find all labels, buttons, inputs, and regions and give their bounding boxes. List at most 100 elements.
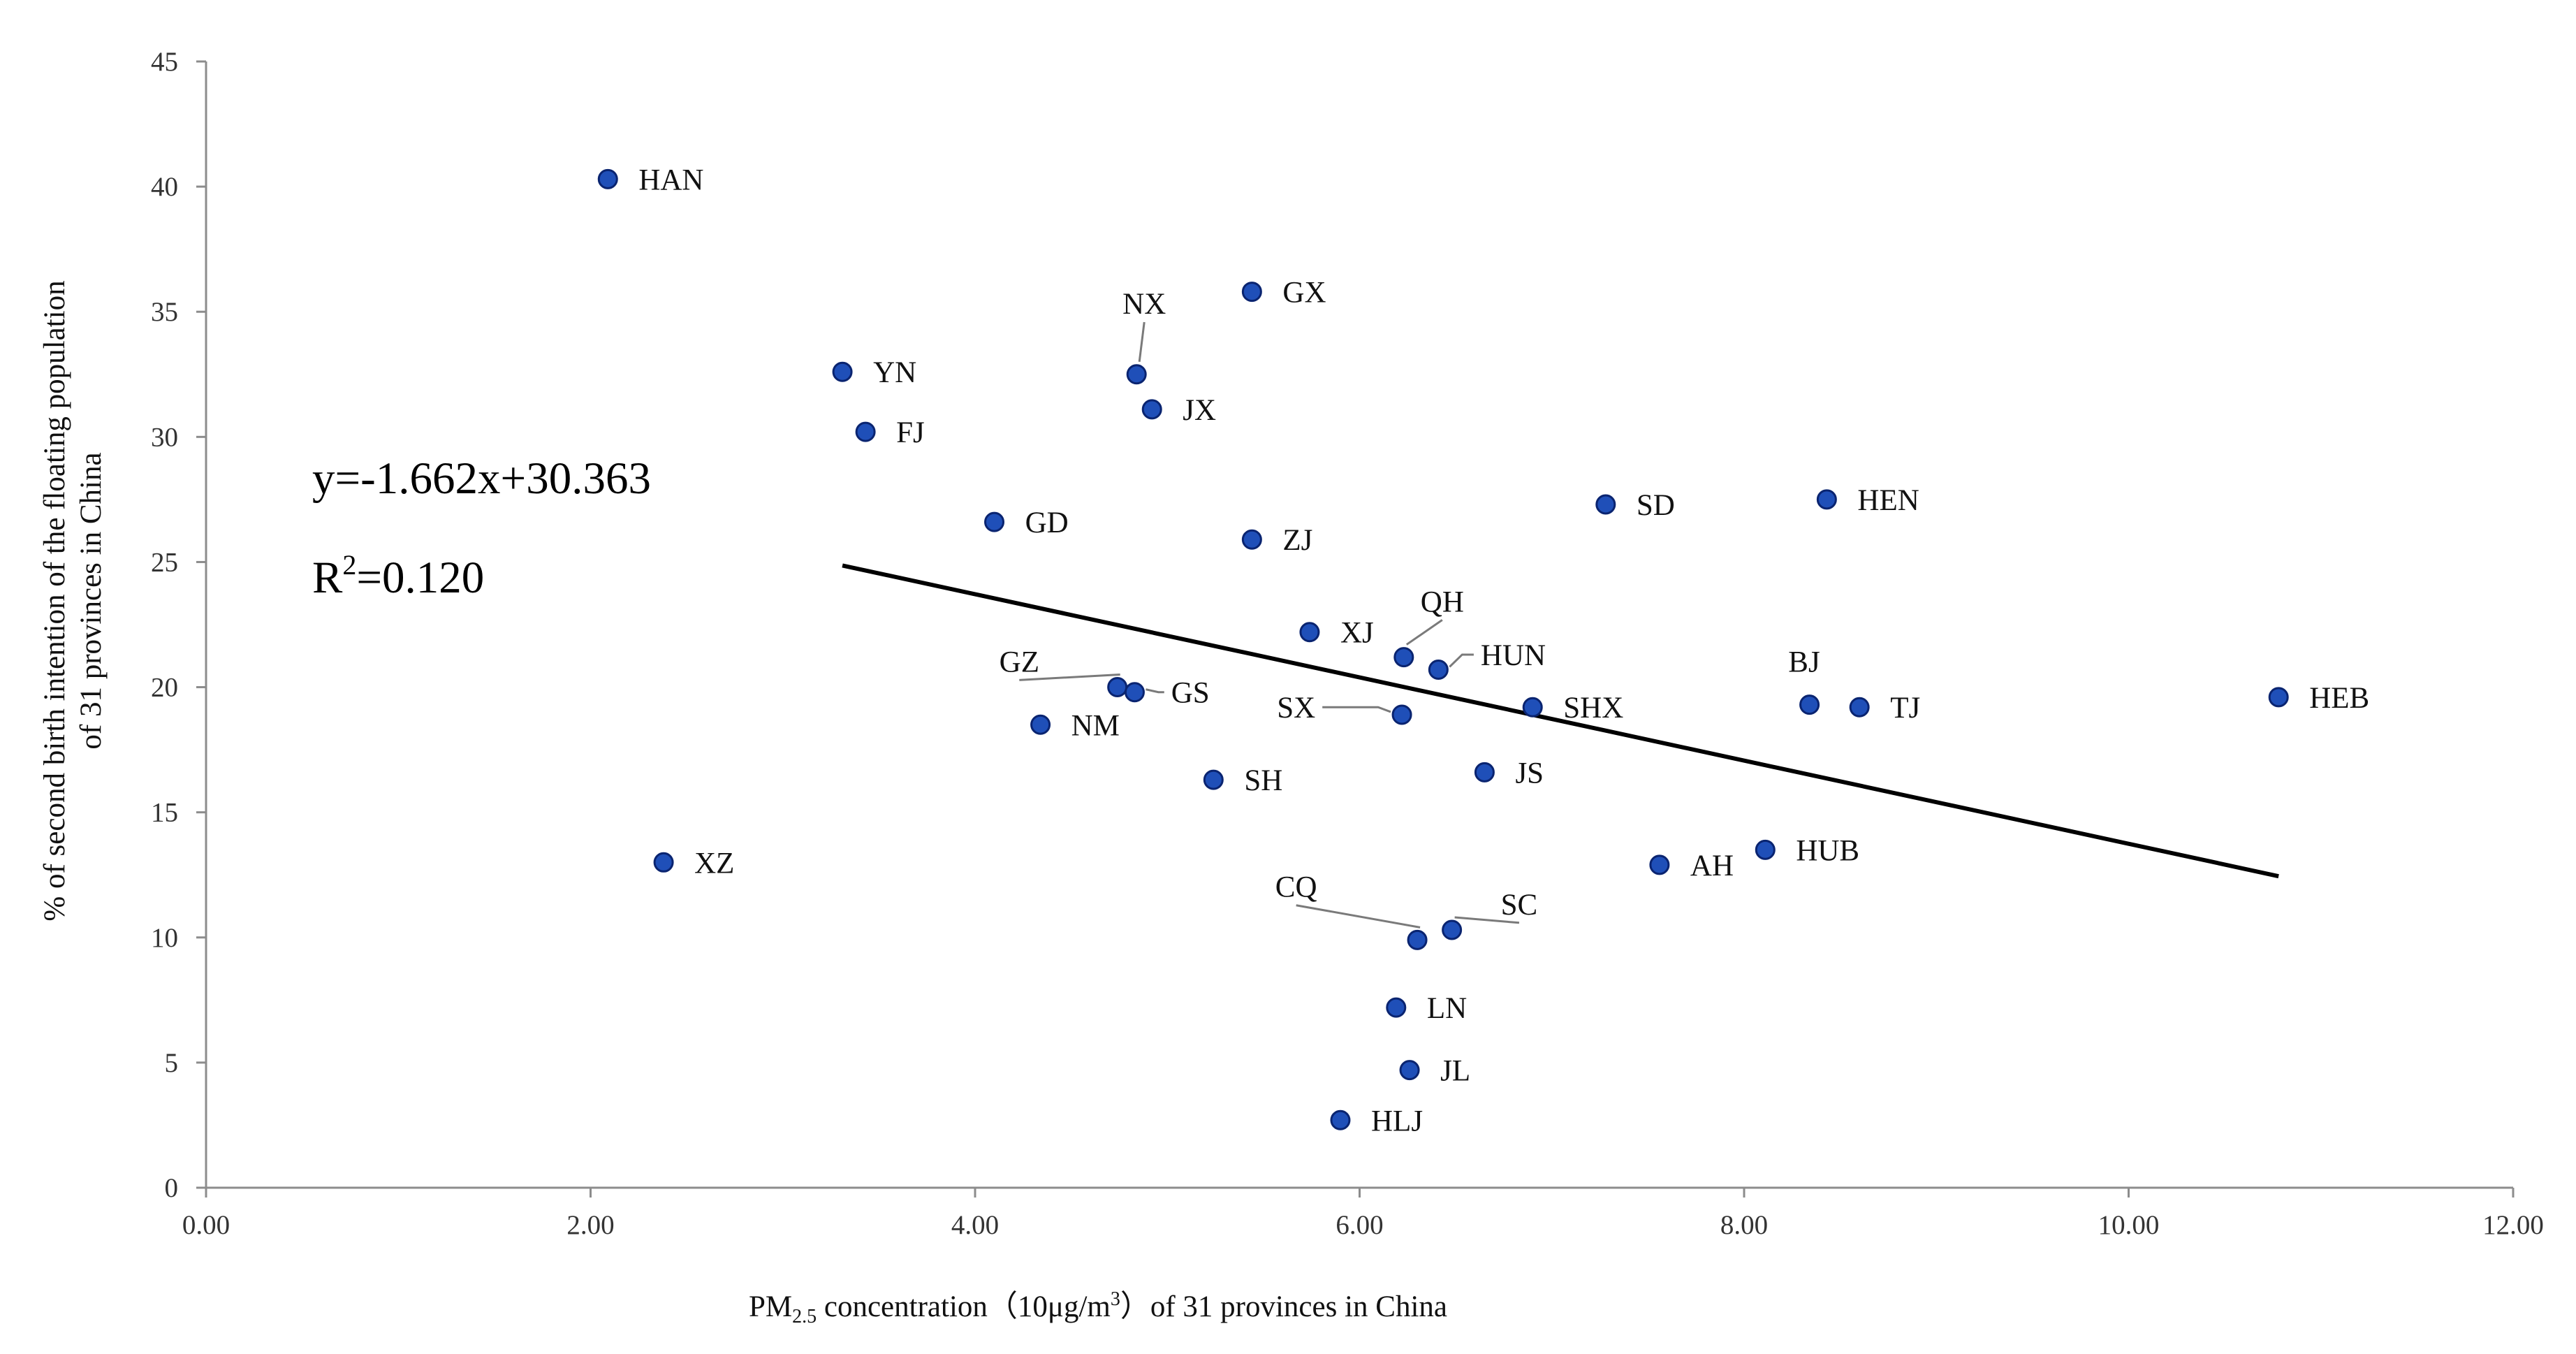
data-point: [1595, 494, 1616, 515]
point-label: GD: [1025, 507, 1069, 539]
data-points: [597, 168, 2289, 1130]
leader-line: [1449, 653, 1474, 668]
point-label: XZ: [694, 847, 734, 880]
x-tick-label: 8.00: [1720, 1210, 1768, 1240]
data-point: [1407, 929, 1428, 950]
r-squared-sup: 2: [342, 549, 356, 581]
point-label: NM: [1071, 709, 1120, 742]
point-label: GX: [1282, 277, 1326, 310]
r-squared-prefix: R: [312, 553, 343, 603]
point-label: ZJ: [1282, 524, 1312, 557]
point-label: JS: [1515, 757, 1544, 789]
data-point: [653, 852, 674, 873]
data-point: [1330, 1109, 1351, 1130]
x-tick-label: 10.00: [2098, 1210, 2160, 1240]
point-label: AH: [1690, 850, 1734, 882]
data-point: [597, 168, 618, 189]
data-point: [1399, 1060, 1420, 1081]
point-label: JX: [1183, 394, 1216, 427]
leader-line: [1146, 688, 1164, 694]
x-tick-label: 0.00: [182, 1210, 230, 1240]
point-label: CQ: [1275, 871, 1317, 904]
data-point: [1241, 282, 1262, 303]
y-axis-title: % of second birth intention of the float…: [38, 280, 108, 921]
data-point: [1203, 769, 1224, 790]
point-label: SH: [1244, 764, 1282, 797]
data-point: [832, 361, 853, 382]
point-label: LN: [1427, 992, 1467, 1025]
point-label: HLJ: [1371, 1105, 1423, 1137]
point-label: GS: [1171, 677, 1210, 710]
point-label: HEB: [2309, 682, 2369, 715]
x-title-prefix: PM: [749, 1290, 792, 1323]
y-axis-title-line2: of 31 provinces in China: [75, 452, 108, 749]
point-label: NX: [1122, 288, 1166, 321]
y-tick-label: 0: [165, 1173, 179, 1203]
data-point: [1442, 919, 1463, 940]
point-label: SX: [1277, 692, 1315, 725]
x-tick-label: 12.00: [2482, 1210, 2544, 1240]
x-axis-title: PM2.5 concentration（10μg/m3）of 31 provin…: [749, 1288, 1447, 1327]
leader-line: [1296, 904, 1421, 929]
leader-line: [1405, 619, 1443, 646]
point-label: HEN: [1857, 484, 1919, 517]
data-point: [1126, 364, 1147, 385]
y-tick-label: 40: [151, 172, 178, 202]
y-tick-label: 20: [151, 673, 178, 703]
data-point: [1474, 762, 1495, 782]
y-tick-label: 30: [151, 422, 178, 452]
x-tick-label: 6.00: [1335, 1210, 1383, 1240]
point-labels: HAN XZ YN FJ GD NM GZ GS NX JX SH GX ZJ XJ HLJ LN SX QH JL…: [638, 163, 2369, 1137]
data-point: [1107, 677, 1128, 698]
y-tick-label: 25: [151, 547, 178, 577]
data-point: [1393, 647, 1414, 668]
data-point: [1391, 704, 1412, 725]
data-point: [1755, 839, 1776, 860]
y-ticks: 0 5 10 15 20 25 30 35 40 45: [151, 47, 206, 1203]
y-tick-label: 5: [165, 1048, 179, 1078]
leader-line: [1138, 321, 1146, 362]
x-tick-label: 4.00: [951, 1210, 999, 1240]
x-title-suffix: ）of 31 provinces in China: [1120, 1290, 1447, 1323]
point-label: FJ: [896, 416, 925, 449]
trendline-layer: [842, 563, 2279, 879]
point-label: JL: [1440, 1055, 1470, 1088]
point-label: XJ: [1340, 617, 1374, 650]
leader-line: [1322, 706, 1391, 713]
data-point: [1649, 854, 1670, 875]
data-point: [2268, 687, 2289, 708]
point-label: GZ: [1000, 646, 1039, 678]
point-label: HUB: [1796, 834, 1859, 867]
data-point: [1428, 659, 1449, 680]
leader-lines: [1019, 321, 1520, 929]
x-title-middle: concentration（10μg/m: [817, 1290, 1111, 1323]
data-point: [1241, 529, 1262, 550]
x-ticks: 0.00 2.00 4.00 6.00 8.00 10.00 12.00: [182, 1188, 2544, 1240]
point-label: HUN: [1481, 639, 1546, 672]
y-tick-label: 45: [151, 47, 178, 77]
x-tick-label: 2.00: [566, 1210, 614, 1240]
y-axis-title-line1: % of second birth intention of the float…: [38, 280, 71, 921]
data-point: [1799, 694, 1820, 715]
point-label: QH: [1421, 585, 1464, 618]
point-label: TJ: [1890, 692, 1920, 725]
trendline-equation: y=-1.662x+30.363: [312, 453, 651, 504]
y-tick-label: 15: [151, 798, 178, 828]
data-point: [1124, 682, 1145, 703]
leader-line: [1454, 916, 1520, 924]
data-point: [1299, 622, 1320, 643]
y-tick-label: 35: [151, 297, 178, 327]
point-label: YN: [873, 356, 916, 389]
point-label: HAN: [638, 163, 703, 196]
data-point: [1030, 714, 1051, 735]
data-point: [1522, 697, 1543, 718]
data-point: [1816, 489, 1837, 510]
point-label: SHX: [1563, 692, 1623, 725]
y-tick-label: 10: [151, 923, 178, 953]
r-squared: R2=0.120: [312, 549, 484, 603]
leader-line: [1019, 674, 1120, 681]
data-point: [1386, 997, 1407, 1018]
point-label: SD: [1637, 489, 1675, 522]
point-label: BJ: [1788, 646, 1820, 678]
